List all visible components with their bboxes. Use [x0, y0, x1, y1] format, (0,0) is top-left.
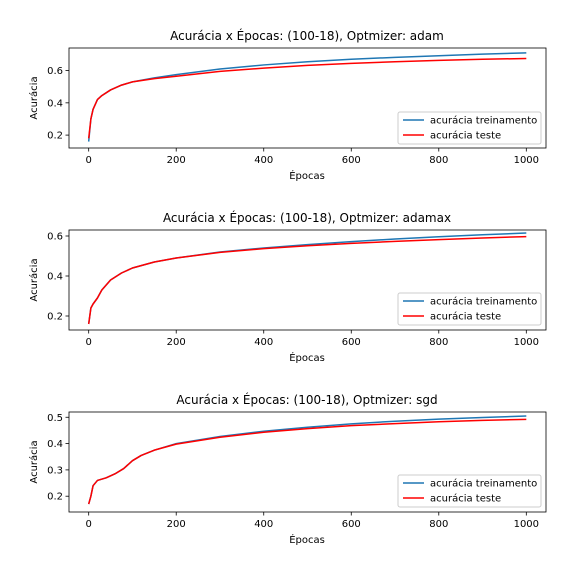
x-tick-label: 800	[429, 337, 448, 348]
legend-box	[397, 292, 542, 326]
x-tick-label: 0	[86, 337, 92, 348]
y-tick-label: 0.2	[47, 131, 63, 142]
y-axis-label: Acurácia	[28, 258, 40, 301]
y-tick-label: 0.4	[47, 272, 63, 283]
y-axis-label: Acurácia	[28, 76, 40, 119]
y-tick-label: 0.2	[47, 492, 63, 503]
plot-area: 0 200 400 600 800 1000 0.2 0.3 0.4 0.5	[47, 413, 539, 530]
subplot-adamax: Acurácia x Épocas: (100-18), Optmizer: a…	[28, 210, 547, 364]
legend: acurácia treinamento acurácia teste	[397, 111, 542, 145]
x-axis-label: Épocas	[289, 169, 325, 182]
series-line-test	[87, 418, 527, 505]
plot-title: Acurácia x Épocas: (100-18), Optmizer: s…	[176, 392, 437, 407]
x-axis-label: Épocas	[289, 533, 325, 546]
x-tick-label: 200	[167, 337, 186, 348]
y-tick-label: 0.6	[47, 232, 63, 243]
legend-label-test: acurácia teste	[430, 493, 501, 505]
x-tick-label: 0	[86, 155, 92, 166]
x-tick-label: 1000	[514, 155, 539, 166]
x-tick-label: 400	[254, 519, 273, 530]
legend-box	[397, 474, 542, 508]
x-tick-label: 1000	[514, 519, 539, 530]
series-line-test	[87, 235, 527, 325]
x-tick-label: 600	[342, 519, 361, 530]
y-tick-label: 0.5	[47, 413, 63, 424]
legend: acurácia treinamento acurácia teste	[397, 474, 542, 508]
plot-title: Acurácia x Épocas: (100-18), Optmizer: a…	[163, 210, 451, 225]
x-tick-label: 800	[429, 155, 448, 166]
x-tick-label: 1000	[514, 337, 539, 348]
legend-label-test: acurácia teste	[430, 311, 501, 323]
legend-label-train: acurácia treinamento	[430, 115, 537, 127]
y-tick-label: 0.4	[47, 98, 63, 109]
legend-box	[397, 111, 542, 145]
axes-frame	[68, 411, 547, 513]
y-tick-label: 0.2	[47, 312, 63, 323]
subplot-adam: Acurácia x Épocas: (100-18), Optmizer: a…	[28, 28, 547, 182]
legend-label-test: acurácia teste	[430, 130, 501, 142]
subplot-sgd: Acurácia x Épocas: (100-18), Optmizer: s…	[28, 392, 547, 546]
x-tick-label: 600	[342, 155, 361, 166]
series-line-test	[87, 57, 527, 139]
plot-area: 0 200 400 600 800 1000 0.2 0.4 0.6	[47, 52, 539, 166]
x-tick-label: 800	[429, 519, 448, 530]
y-tick-label: 0.6	[47, 66, 63, 77]
axes-frame	[68, 229, 547, 331]
x-tick-label: 400	[254, 155, 273, 166]
legend-label-train: acurácia treinamento	[430, 478, 537, 490]
plot-area: 0 200 400 600 800 1000 0.2 0.4 0.6	[47, 232, 539, 349]
y-tick-label: 0.3	[47, 465, 63, 476]
x-tick-label: 200	[167, 519, 186, 530]
x-tick-label: 400	[254, 337, 273, 348]
x-tick-label: 600	[342, 337, 361, 348]
y-axis-label: Acurácia	[28, 440, 40, 483]
legend-label-train: acurácia treinamento	[430, 296, 537, 308]
x-axis-label: Épocas	[289, 351, 325, 364]
y-tick-label: 0.4	[47, 439, 63, 450]
x-tick-label: 0	[86, 519, 92, 530]
legend: acurácia treinamento acurácia teste	[397, 292, 542, 326]
plot-title: Acurácia x Épocas: (100-18), Optmizer: a…	[170, 28, 444, 43]
axes-frame	[68, 47, 547, 149]
x-tick-label: 200	[167, 155, 186, 166]
